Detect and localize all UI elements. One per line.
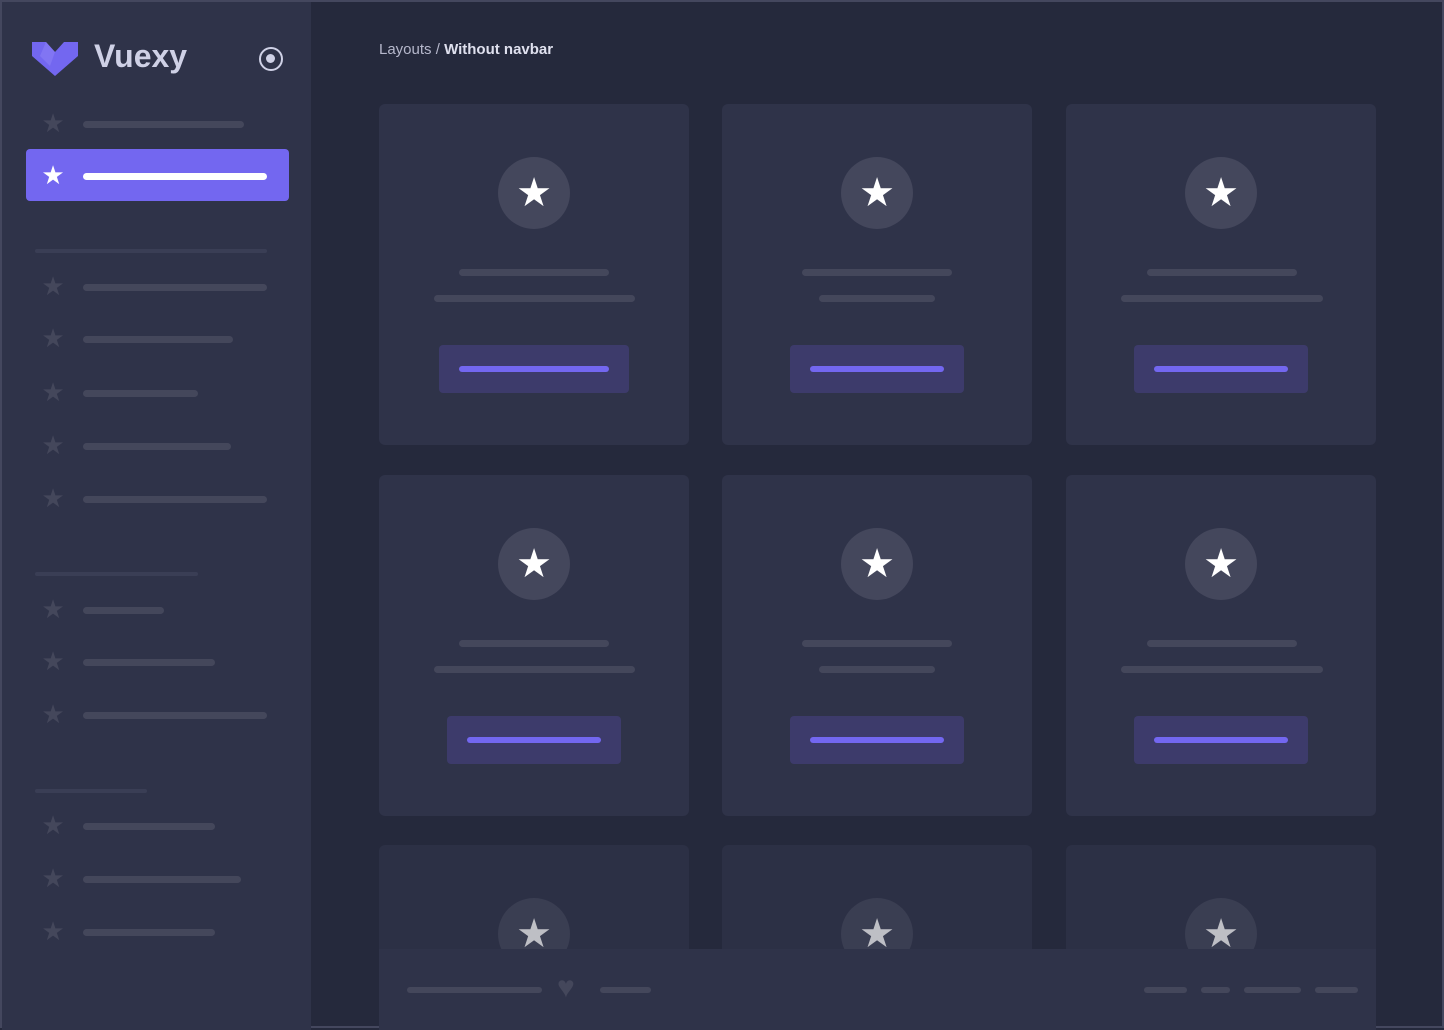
star-icon: ★ [841,157,913,229]
card-title [1147,269,1297,276]
star-icon: ★ [498,157,570,229]
card-title [459,640,609,647]
footer-link[interactable] [1315,987,1358,993]
star-icon: ★ [41,863,65,893]
star-icon: ★ [41,810,65,840]
card: ★ [379,475,689,816]
star-icon: ★ [41,916,65,946]
sidebar-item-label [83,496,267,503]
card-text [819,295,935,302]
star-icon: ★ [41,271,65,301]
sidebar-item-label [83,823,215,830]
footer: ♥ [379,949,1376,1030]
star-icon: ★ [1185,528,1257,600]
card: ★ [379,104,689,445]
card-title [1147,640,1297,647]
card-text [434,295,635,302]
sidebar-item-label [83,607,164,614]
sidebar-item-label [83,390,198,397]
sidebar-divider [35,249,267,253]
star-icon: ★ [41,430,65,460]
card: ★ [1066,104,1376,445]
star-icon: ★ [41,377,65,407]
card-text [434,666,635,673]
radio-circle-icon[interactable] [259,47,283,71]
star-icon: ★ [41,160,65,190]
sidebar-item-label [83,659,215,666]
sidebar-item-label [83,284,267,291]
card-button[interactable] [447,716,621,764]
card-button[interactable] [439,345,629,393]
card-button[interactable] [790,345,964,393]
footer-link[interactable] [1144,987,1187,993]
card-title [802,269,952,276]
sidebar-item-label [83,712,267,719]
card-title [802,640,952,647]
sidebar-divider [35,572,198,576]
brand-name: Vuexy [94,38,188,74]
star-icon: ★ [841,528,913,600]
sidebar-item-label [83,443,231,450]
star-icon: ★ [41,594,65,624]
star-icon: ★ [41,483,65,513]
sidebar-item-label [83,173,267,180]
sidebar-item-label [83,121,244,128]
footer-link[interactable] [600,987,651,993]
breadcrumb-separator: / [431,41,445,58]
sidebar-item-label [83,876,241,883]
card-text [819,666,935,673]
star-icon: ★ [41,108,65,138]
card-button[interactable] [1134,345,1308,393]
card-button[interactable] [790,716,964,764]
star-icon: ★ [41,323,65,353]
card-button[interactable] [1134,716,1308,764]
breadcrumb-current: Without navbar [444,41,554,58]
footer-link[interactable] [1244,987,1301,993]
sidebar: Vuexy ★ ★ ★ ★ ★ ★ ★ ★ ★ ★ ★ ★ ★ [2,2,311,1030]
sidebar-divider [35,789,147,793]
sidebar-item-label [83,336,233,343]
card-text [1121,295,1323,302]
sidebar-item-label [83,929,215,936]
card: ★ [722,475,1032,816]
star-icon: ★ [41,646,65,676]
footer-link[interactable] [1201,987,1230,993]
card-title [459,269,609,276]
breadcrumb-parent[interactable]: Layouts [379,41,432,58]
footer-link[interactable] [407,987,542,993]
card: ★ [722,104,1032,445]
card: ★ [1066,475,1376,816]
card-text [1121,666,1323,673]
star-icon: ★ [498,528,570,600]
star-icon: ★ [41,699,65,729]
star-icon: ★ [1185,157,1257,229]
breadcrumb: Layouts / Without navbar [379,41,553,58]
heart-icon: ♥ [557,971,575,1004]
vuexy-logo [32,42,78,76]
